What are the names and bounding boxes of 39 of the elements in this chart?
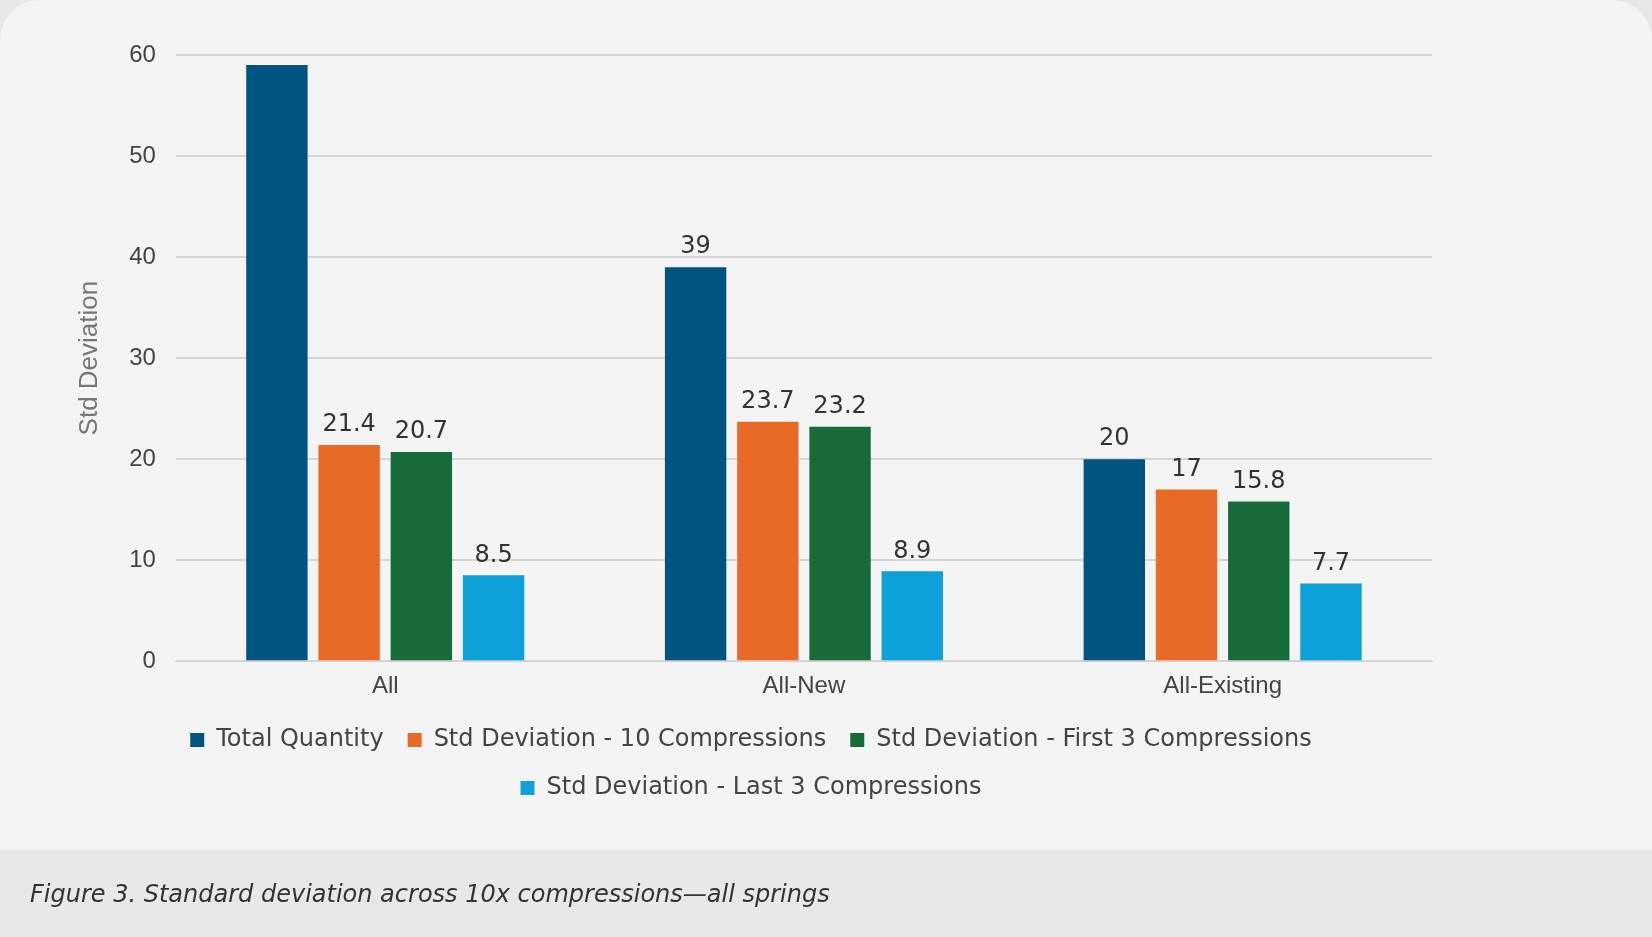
bar <box>664 267 727 661</box>
x-tick-label: All-Existing <box>1163 671 1282 699</box>
y-tick-label: 60 <box>129 39 156 67</box>
data-label: 15.8 <box>1232 465 1286 494</box>
y-tick-label: 20 <box>129 443 156 471</box>
data-label: 7.7 <box>1311 547 1351 576</box>
bar <box>1155 489 1218 661</box>
bar <box>390 452 453 661</box>
y-tick-label: 40 <box>129 241 156 269</box>
bar <box>318 444 380 661</box>
legend-label: Total Quantity <box>215 724 384 753</box>
data-label: 17 <box>1171 453 1202 482</box>
bar <box>1228 501 1290 661</box>
data-label: 21.4 <box>322 409 376 438</box>
data-label: 23.2 <box>813 391 867 420</box>
data-label: 8.9 <box>893 535 932 564</box>
legend-label: Std Deviation - 10 Compressions <box>433 724 827 753</box>
bar <box>462 575 525 661</box>
data-label: 20 <box>1099 423 1130 452</box>
data-label: 39 <box>680 231 711 260</box>
y-tick-label: 30 <box>129 342 156 370</box>
y-tick-label: 10 <box>129 544 156 572</box>
caption: Figure 3. Standard deviation across 10x compressions—all springs <box>30 880 830 908</box>
bar <box>881 571 943 661</box>
data-label: 8.5 <box>474 539 513 568</box>
bar <box>737 421 799 661</box>
bar <box>246 65 308 661</box>
bar <box>1083 459 1146 661</box>
y-axis-title: Std Deviation <box>72 280 103 436</box>
y-tick-label: 50 <box>129 140 156 168</box>
x-tick-label: All-New <box>762 671 846 699</box>
x-tick-label: All <box>371 671 399 699</box>
bar <box>809 426 871 661</box>
data-label: 23.7 <box>741 385 795 414</box>
bar <box>1300 583 1362 661</box>
legend-label: Std Deviation - Last 3 Compressions <box>546 772 982 801</box>
data-label: 20.7 <box>394 416 449 445</box>
legend-label: Std Deviation - First 3 Compressions <box>876 724 1312 753</box>
y-tick-label: 0 <box>142 645 156 673</box>
